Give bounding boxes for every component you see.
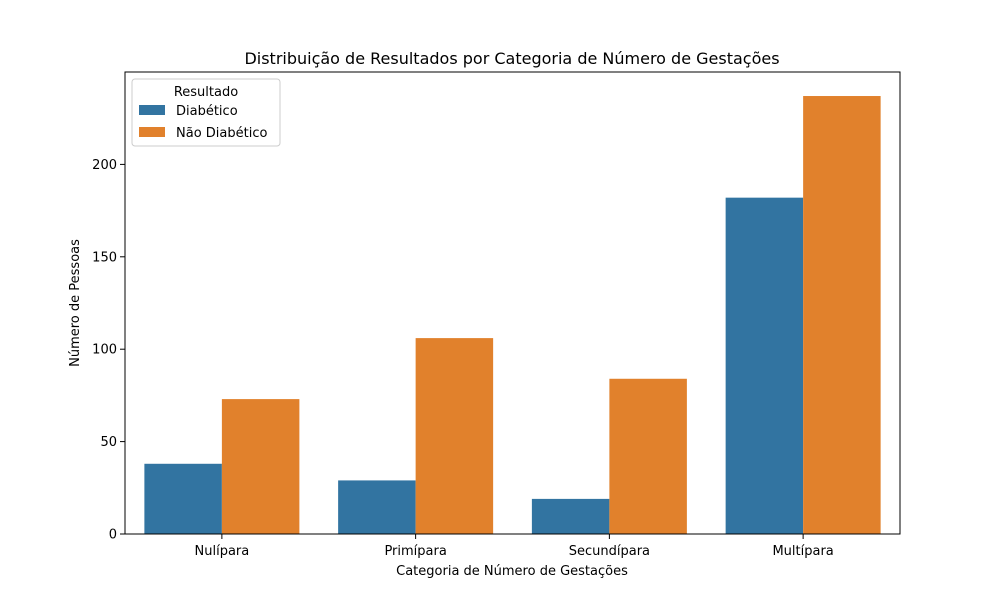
x-tick-label: Nulípara: [195, 544, 250, 559]
bar-diabetico-0: [144, 463, 222, 534]
bar-nao-diabetico-1: [415, 338, 494, 534]
x-axis-label: Categoria de Número de Gestações: [396, 564, 628, 579]
bar-diabetico-3: [725, 197, 804, 534]
x-tick-label: Secundípara: [569, 544, 650, 559]
y-tick-label: 150: [92, 250, 117, 265]
y-tick-label: 200: [92, 158, 117, 173]
y-tick-label: 0: [109, 528, 117, 543]
legend-label-diabetico: Diabético: [176, 104, 238, 119]
legend-label-nao-diabetico: Não Diabético: [176, 126, 267, 141]
plot-frame: [124, 71, 901, 535]
y-axis-label: Número de Pessoas: [68, 239, 83, 367]
bar-diabetico-2: [531, 498, 610, 534]
y-tick-label: 50: [100, 435, 117, 450]
bar-nao-diabetico-3: [803, 96, 881, 535]
legend-title: Resultado: [174, 85, 238, 100]
bar-nao-diabetico-2: [609, 378, 687, 534]
legend: Resultado Diabético Não Diabético: [131, 78, 281, 147]
y-tick-label: 100: [92, 343, 117, 358]
bar-diabetico-1: [338, 480, 416, 534]
legend-box: [131, 78, 281, 147]
x-ticks: Nulípara Primípara Secundípara Multípara: [195, 534, 834, 559]
legend-swatch-diabetico: [139, 105, 165, 115]
y-ticks: 0 50 100 150 200: [92, 158, 125, 543]
x-tick-label: Multípara: [772, 544, 833, 559]
x-tick-label: Primípara: [384, 544, 446, 559]
chart-title: Distribuição de Resultados por Categoria…: [244, 49, 779, 68]
legend-swatch-nao-diabetico: [139, 127, 165, 137]
bar-nao-diabetico-0: [221, 399, 300, 534]
bars-group: [144, 96, 881, 535]
